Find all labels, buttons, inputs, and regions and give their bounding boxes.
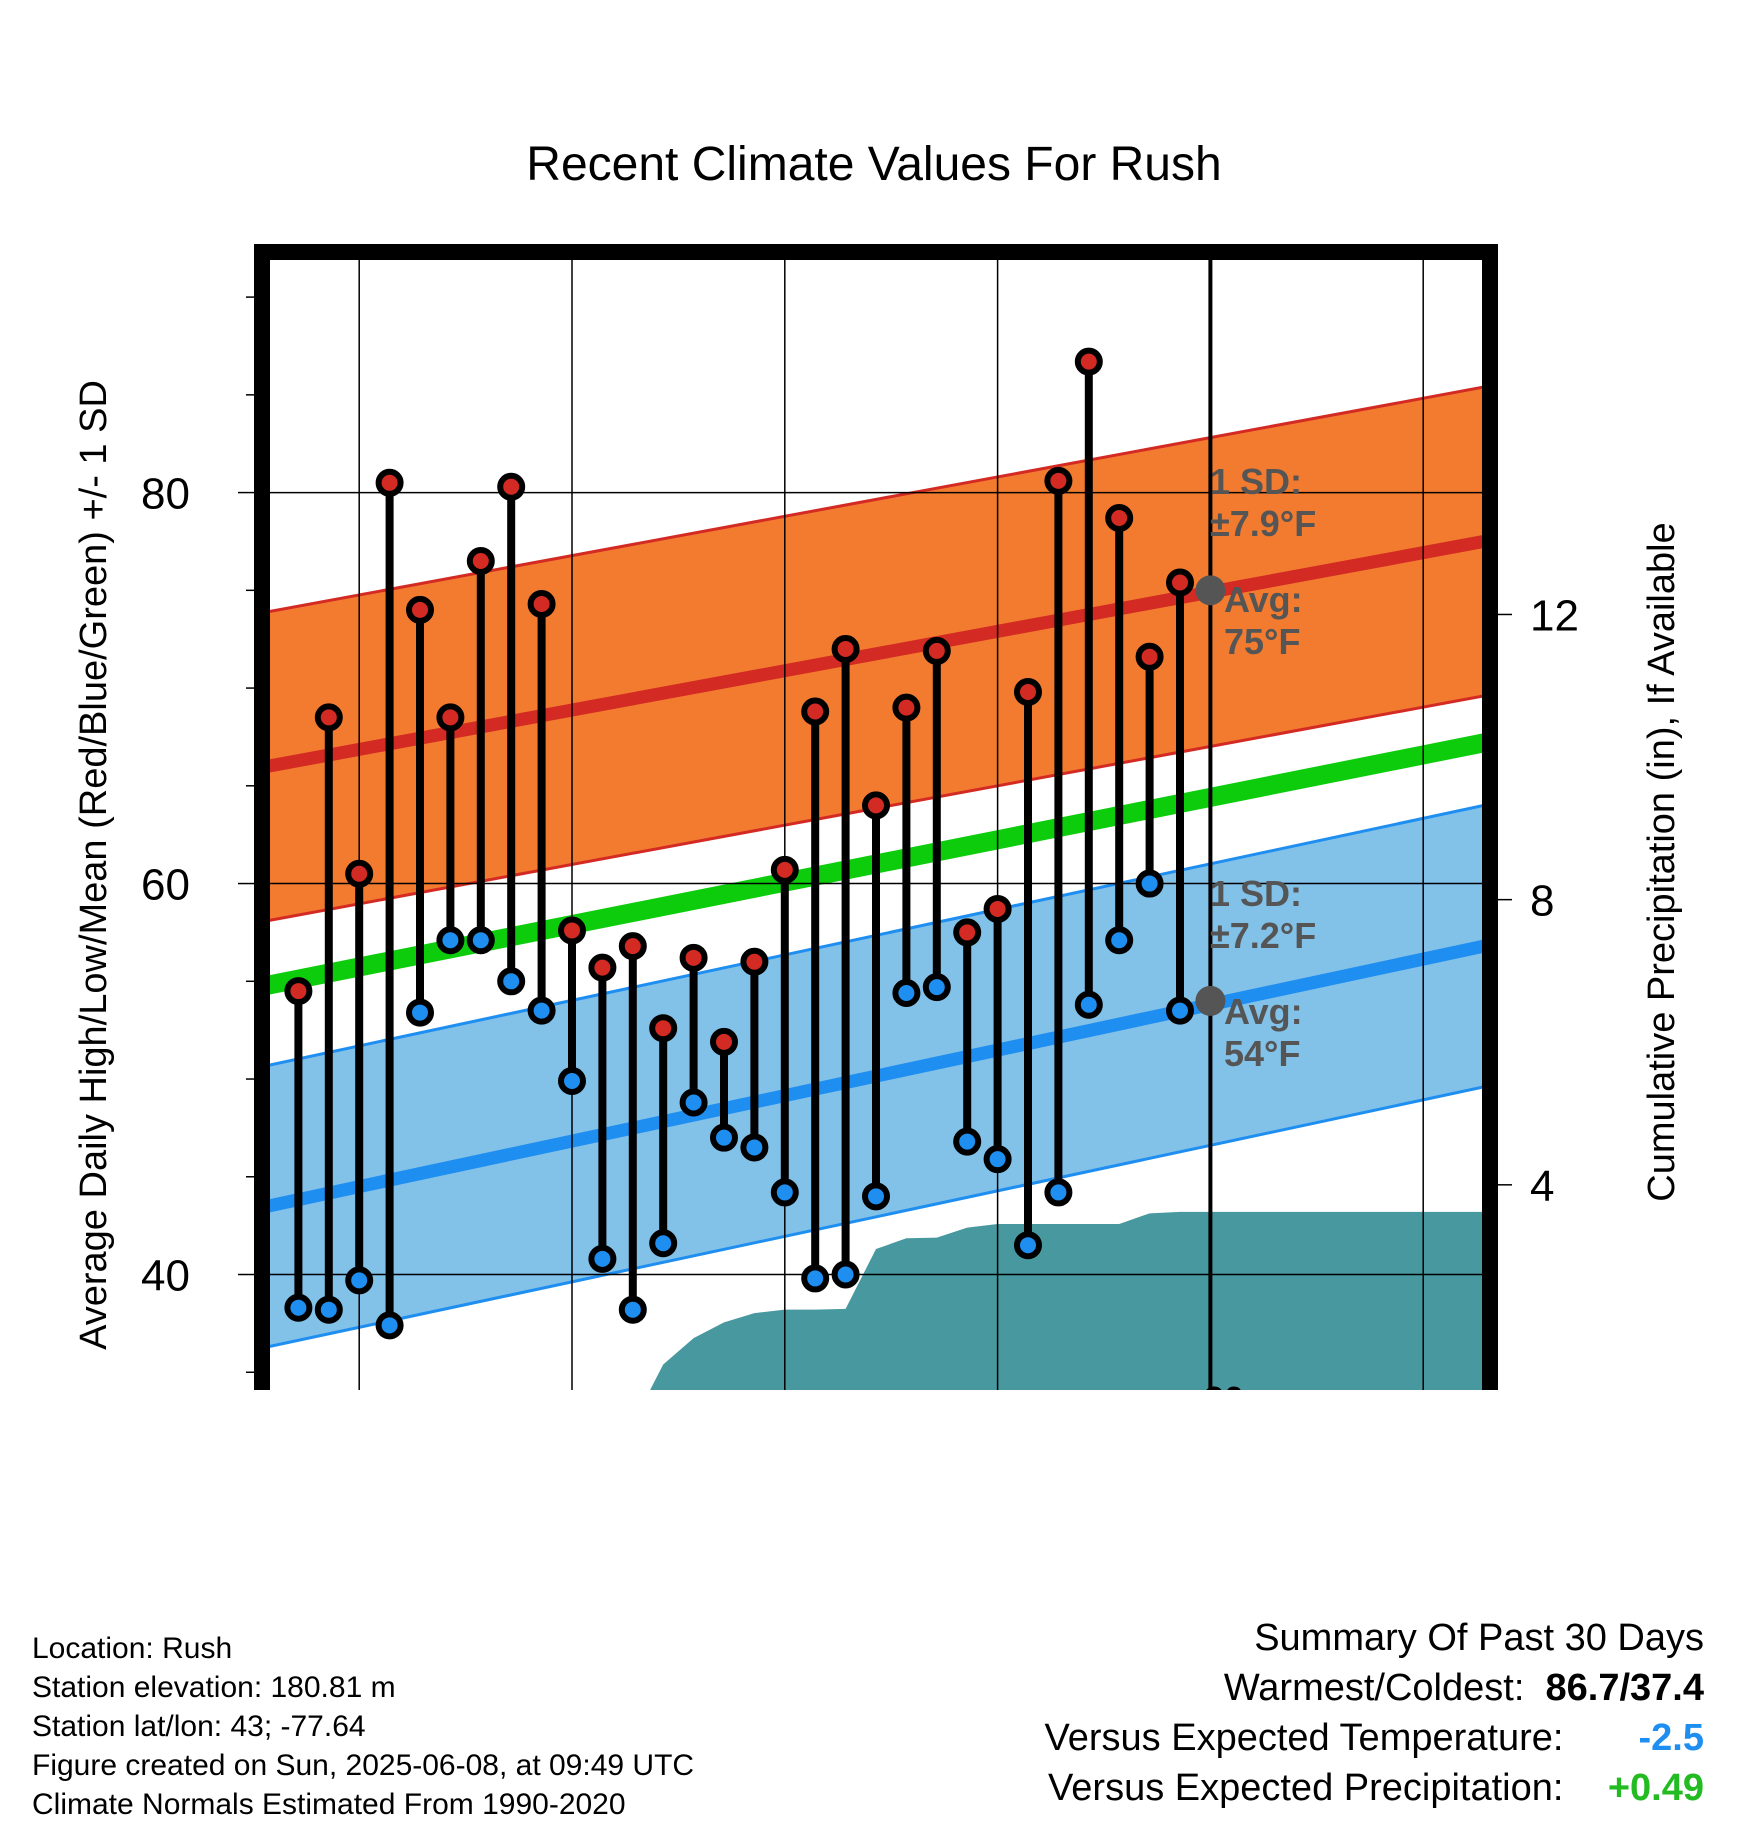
high-sd-annotation: 1 SD: ±7.9°F (1210, 461, 1316, 544)
temp-label: Versus Expected Temperature: (1044, 1717, 1564, 1759)
daily-low-point (618, 1295, 647, 1324)
summary-warmest-row: Warmest/Coldest: 86.7/37.4 (1224, 1667, 1704, 1710)
daily-low-point (710, 1123, 738, 1152)
daily-low-point (1135, 869, 1164, 898)
daily-low-point (588, 1244, 617, 1273)
high-avg-annotation: Avg: 75°F (1224, 579, 1303, 662)
daily-low-point (953, 1127, 982, 1156)
daily-low-point (679, 1088, 708, 1117)
daily-high-point (375, 468, 404, 497)
info-created: Figure created on Sun, 2025-06-08, at 09… (32, 1749, 695, 1782)
precip-label: Versus Expected Precipitation: (1048, 1767, 1564, 1809)
y-right-tick-label: 12 (1530, 591, 1579, 640)
temp-value: -2.5 (1638, 1717, 1704, 1759)
daily-low-point (649, 1229, 678, 1258)
daily-high-point (314, 703, 343, 732)
y-tick-label: 60 (141, 861, 190, 910)
info-location: Location: Rush (32, 1632, 233, 1665)
info-normals: Climate Normals Estimated From 1990-2020 (32, 1788, 626, 1821)
info-latlon: Station lat/lon: 43; -77.64 (32, 1710, 366, 1743)
daily-high-point (649, 1014, 678, 1043)
daily-low-point (284, 1293, 313, 1322)
summary-temp-row: Versus Expected Temperature: -2.5 (1045, 1717, 1704, 1760)
daily-high-point (953, 918, 982, 947)
daily-low-point (345, 1266, 374, 1295)
y-right-tick-label: 4 (1530, 1162, 1554, 1211)
daily-high-point (466, 547, 495, 575)
y-right-tick-label: 8 (1530, 877, 1554, 926)
y-tick-label: 40 (141, 1252, 190, 1301)
y-axis-label: Average Daily High/Low/Mean (Red/Blue/Gr… (73, 380, 115, 1350)
warmest-value: 86.7/37.4 (1545, 1667, 1704, 1709)
daily-high-point (983, 894, 1012, 923)
daily-low-point (466, 926, 495, 955)
daily-high-point (862, 791, 890, 820)
daily-low-point (1105, 926, 1134, 955)
daily-high-point (436, 703, 465, 732)
daily-low-point (558, 1066, 586, 1095)
daily-low-point (436, 926, 465, 955)
daily-high-point (588, 953, 617, 982)
daily-high-point (345, 859, 374, 888)
daily-low-point (892, 979, 921, 1008)
precip-value: +0.49 (1607, 1767, 1704, 1809)
today-avg-high-marker (1195, 575, 1226, 606)
daily-low-point (983, 1145, 1012, 1174)
low-sd-band-lower (268, 1085, 1484, 1349)
daily-high-point (284, 977, 313, 1006)
daily-high-point (770, 855, 799, 884)
daily-high-point (740, 947, 769, 976)
plot-frame (254, 244, 1498, 1390)
precip-area (650, 1211, 1484, 1390)
avg-high-line (268, 535, 1484, 773)
daily-high-point (527, 590, 556, 619)
info-elevation: Station elevation: 180.81 m (32, 1671, 396, 1704)
high-sd-band-upper (268, 385, 1484, 614)
daily-high-point (710, 1027, 738, 1056)
daily-high-point (1014, 677, 1042, 706)
daily-low-point (1074, 990, 1103, 1019)
daily-low-point (1166, 996, 1194, 1025)
daily-low-point (314, 1295, 343, 1324)
daily-low-point (497, 967, 526, 996)
daily-low-point (406, 998, 434, 1027)
daily-high-point (892, 693, 921, 722)
daily-high-point (831, 634, 860, 663)
plot-layer (268, 258, 1484, 1390)
y-tick-label: 80 (141, 470, 190, 519)
daily-high-point (558, 916, 586, 945)
daily-low-point (770, 1178, 799, 1207)
summary-precip-row: Versus Expected Precipitation: +0.49 (1048, 1767, 1704, 1810)
daily-high-point (618, 932, 647, 961)
daily-low-point (862, 1182, 890, 1211)
daily-high-point (679, 943, 708, 972)
daily-high-point (801, 697, 830, 726)
summary-heading-text: Summary Of Past 30 Days (1254, 1617, 1704, 1659)
daily-high-point (922, 636, 951, 665)
daily-low-point (527, 996, 556, 1025)
today-avg-low-marker (1195, 985, 1226, 1016)
chart-title: Recent Climate Values For Rush (526, 138, 1221, 191)
daily-low-point (740, 1133, 769, 1162)
daily-low-point (922, 973, 951, 1002)
daily-low-point (1044, 1178, 1073, 1207)
daily-low-point (831, 1260, 860, 1289)
y-right-axis-label: Cumulative Precipitation (in), If Availa… (1641, 522, 1683, 1201)
warmest-label: Warmest/Coldest: (1223, 1667, 1525, 1709)
daily-high-point (497, 472, 526, 501)
summary-heading: Summary Of Past 30 Days (1254, 1617, 1704, 1660)
daily-high-point (1044, 466, 1073, 495)
climate-chart: 40608004812May 11May 18May 25Jun 01Today… (73, 138, 1683, 1390)
daily-high-point (1166, 568, 1194, 597)
daily-low-point (375, 1311, 404, 1340)
low-avg-annotation: Avg: 54°F (1224, 991, 1303, 1074)
daily-low-point (1014, 1231, 1042, 1260)
low-sd-annotation: 1 SD: ±7.2°F (1210, 873, 1316, 956)
daily-low-point (801, 1264, 830, 1293)
daily-high-point (1135, 642, 1164, 671)
daily-high-point (1105, 503, 1134, 532)
daily-high-point (406, 595, 434, 624)
daily-high-point (1074, 347, 1103, 376)
